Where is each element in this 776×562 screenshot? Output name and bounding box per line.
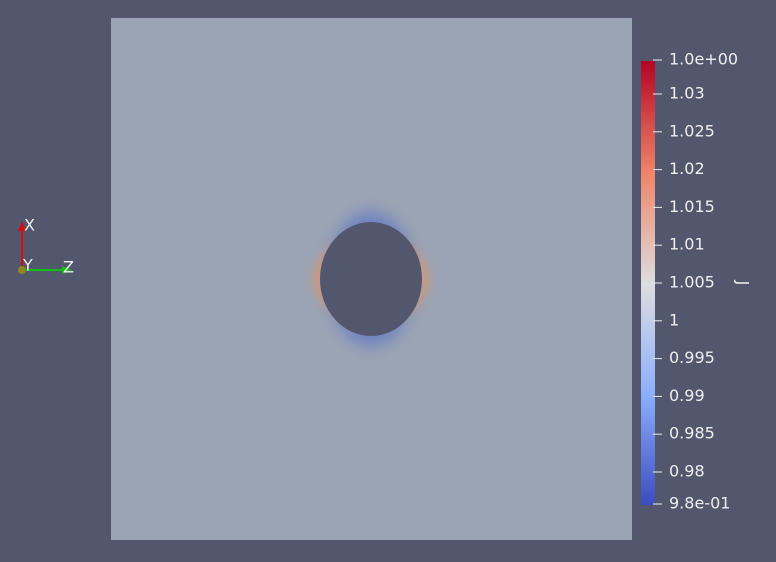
colorbar-label: 1.03 xyxy=(669,84,705,103)
x-arrow xyxy=(18,221,26,231)
x-label: X xyxy=(24,216,35,235)
colorbar-label: 1.02 xyxy=(669,159,705,178)
colorbar-label: 1.015 xyxy=(669,197,715,216)
colorbar-label: 1.0e+00 xyxy=(669,50,738,69)
colorbar-label: 1.005 xyxy=(669,273,715,292)
colorbar xyxy=(641,61,655,505)
colorbar-label: 1 xyxy=(669,310,679,329)
colorbar-label: 0.985 xyxy=(669,424,715,443)
colorbar-label: 1.01 xyxy=(669,235,705,254)
colorbar-label: 0.99 xyxy=(669,386,705,405)
z-arrow xyxy=(62,266,72,274)
colorbar-title: J xyxy=(734,280,753,286)
y-axis xyxy=(18,266,26,274)
colorbar-label: 0.98 xyxy=(669,462,705,481)
colorbar-label: 0.995 xyxy=(669,348,715,367)
colorbar-label: 9.8e-01 xyxy=(669,494,730,513)
colorbar-label: 1.025 xyxy=(669,121,715,140)
z-label: Z xyxy=(63,258,74,277)
hole xyxy=(320,222,422,336)
y-label: Y xyxy=(22,256,33,275)
